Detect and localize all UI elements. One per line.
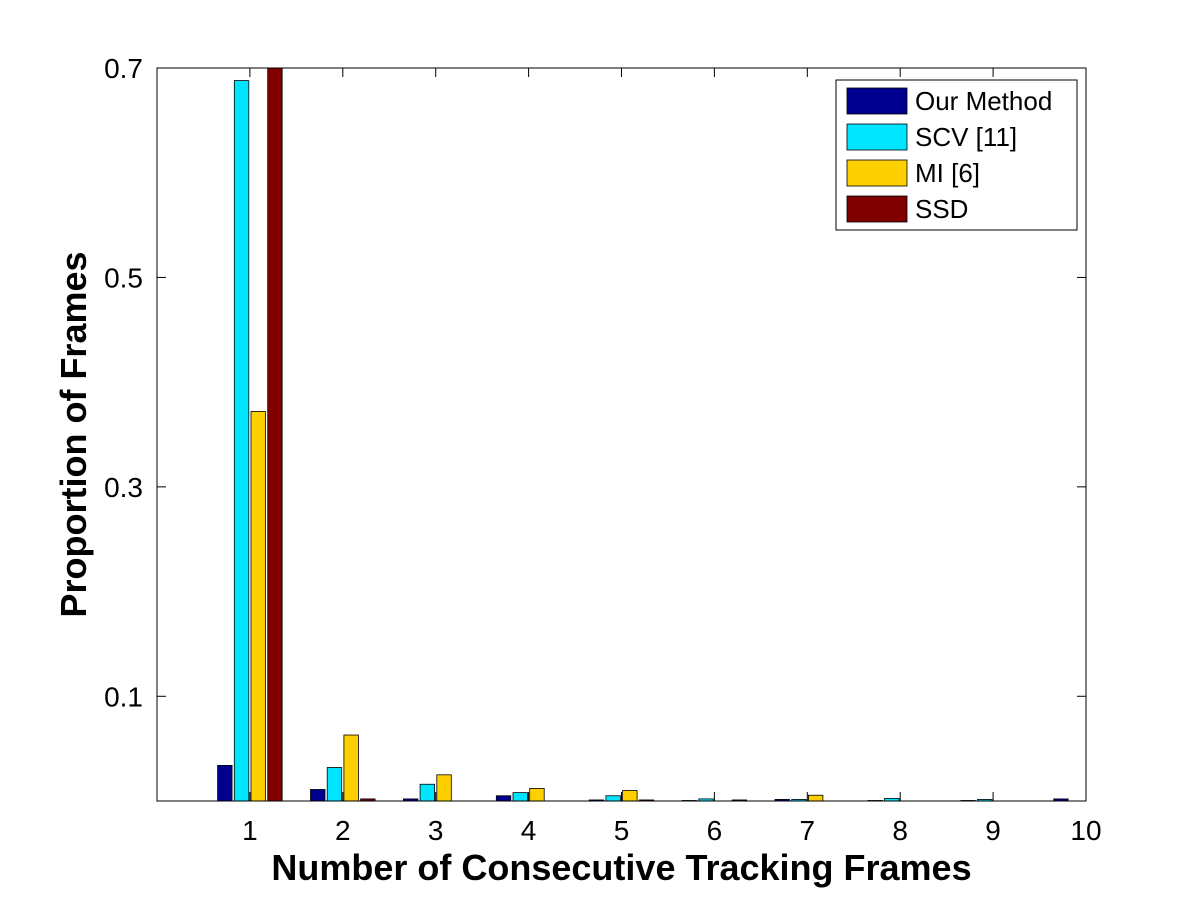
bar-scv-11-4 <box>512 792 528 802</box>
y-axis-label: Proportion of Frames <box>53 251 94 617</box>
x-tick-label: 2 <box>335 815 351 846</box>
y-tick-label: 0.3 <box>104 472 143 503</box>
bar-mi-6-1 <box>250 411 266 802</box>
legend-label-mi-6: MI [6] <box>915 158 980 188</box>
x-tick-label: 5 <box>614 815 630 846</box>
legend-label-our-method: Our Method <box>915 86 1052 116</box>
x-tick-label: 4 <box>521 815 537 846</box>
bar-mi-6-3 <box>436 774 452 802</box>
bar-our-method-4 <box>495 795 512 802</box>
bar-our-method-1 <box>217 765 233 802</box>
ticks-group: 0.1 0.3 0.5 0.7 1 2 3 4 5 6 7 8 9 10 <box>104 53 1102 846</box>
y-tick-label: 0.1 <box>104 681 143 712</box>
legend: Our Method SCV [11] MI [6] SSD <box>835 79 1078 231</box>
legend-swatch-our-method <box>846 87 908 115</box>
bar-mi-6-4 <box>529 788 545 802</box>
x-tick-label: 10 <box>1070 815 1101 846</box>
x-tick-label: 8 <box>892 815 908 846</box>
legend-swatch-mi-6 <box>846 159 908 187</box>
bars-group <box>217 67 1069 802</box>
y-tick-label: 0.7 <box>104 53 143 84</box>
bar-mi-6-7 <box>808 794 824 802</box>
x-tick-label: 9 <box>985 815 1001 846</box>
bar-scv-11-1 <box>233 80 250 802</box>
bar-scv-11-3 <box>419 783 436 802</box>
legend-label-ssd: SSD <box>915 194 968 224</box>
bar-scv-11-2 <box>326 767 343 802</box>
bar-ssd-1 <box>267 67 283 802</box>
x-tick-label: 6 <box>707 815 723 846</box>
bar-our-method-2 <box>310 789 326 802</box>
bar-mi-6-5 <box>622 790 638 802</box>
x-tick-label: 3 <box>428 815 444 846</box>
bar-scv-11-5 <box>605 795 621 802</box>
legend-swatch-ssd <box>846 195 908 223</box>
legend-swatch-scv-11 <box>846 123 908 151</box>
bar-mi-6-2 <box>343 734 359 802</box>
x-tick-label: 1 <box>242 815 258 846</box>
y-tick-label: 0.5 <box>104 262 143 293</box>
legend-label-scv-11: SCV [11] <box>915 122 1017 152</box>
x-tick-label: 7 <box>800 815 816 846</box>
x-axis-label: Number of Consecutive Tracking Frames <box>271 847 971 888</box>
